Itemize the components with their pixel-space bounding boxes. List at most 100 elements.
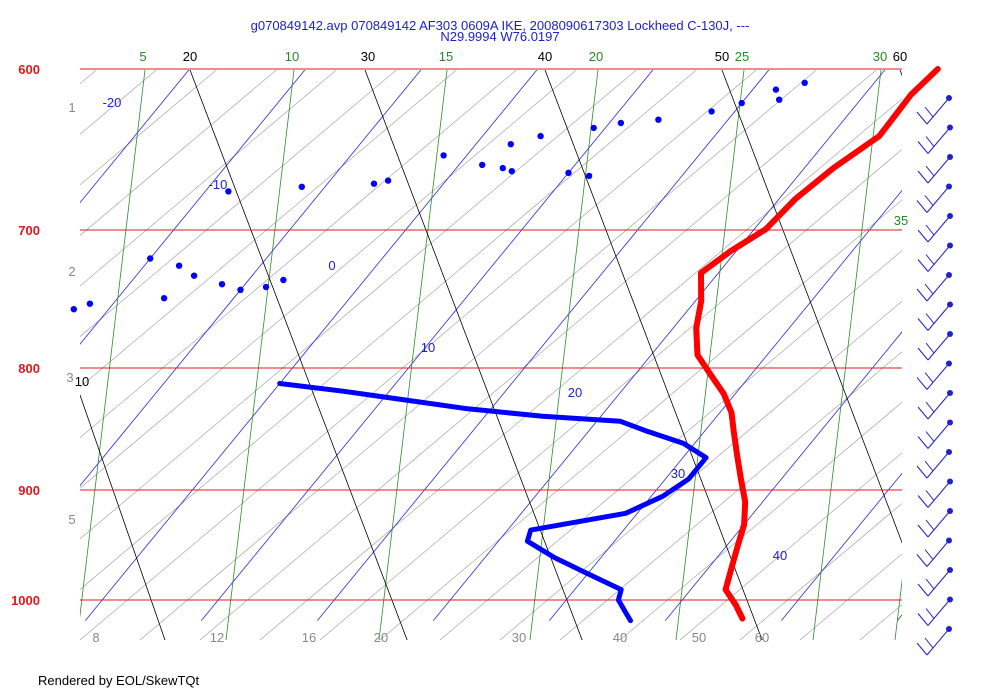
wind-barb-flag [925,578,935,590]
wind-barbs [916,95,953,656]
isotherm-line [781,472,902,621]
gray-guide-line [259,98,902,640]
dewpoint-point [590,124,597,132]
wind-barb [916,360,952,390]
dewpoint-point [86,300,94,307]
pressure-label: 800 [18,361,40,376]
gray-guide-line [80,70,97,85]
dewpoint-point [507,141,514,148]
isotherm-label: 30 [671,466,685,481]
dewpoint-point [190,272,198,279]
wind-barb [917,596,953,626]
pressure-label: 1000 [11,593,40,608]
dewpoint-point [298,183,305,190]
dry-adiabat-line [80,394,166,640]
wind-barb-flag [916,111,928,125]
wind-barb-flag [925,136,935,147]
gray-guide-line [80,70,217,186]
dry-adiabat-line [721,70,902,544]
wind-barb-flag [925,490,935,501]
gray-guide-line [80,70,757,640]
wind-barb-staff [927,569,951,597]
wind-barb-flag [925,254,935,265]
mixing-ratio-label: 25 [735,49,749,64]
gray-guide-line [379,199,902,640]
dry-adiabat-line [899,70,902,77]
isotherm-line [80,70,422,487]
pressure-label: 600 [18,62,40,77]
mixing-ratio-line [378,70,448,640]
dewpoint-point [655,116,662,123]
wind-barb [917,567,953,597]
wind-barb-flag [917,406,929,420]
dewpoint-point [370,180,378,187]
wind-barb-staff [927,392,951,420]
isotherm-line [317,70,770,621]
wind-barb-flag [917,524,929,538]
dewpoint-point [237,286,244,293]
wind-barb-flag [916,288,928,302]
dewpoint-point [508,168,515,175]
gray-guide-line [319,149,902,640]
isotherm-label: -20 [103,95,122,110]
isotherm-line [549,189,902,621]
height-label: 5 [68,512,75,527]
mixing-ratio-line [225,70,295,640]
mixing-ratio-line [80,70,146,619]
wind-barb-flag [925,401,935,413]
gray-guide-line [0,50,60,640]
dry-adiabat-line [364,70,583,640]
isotherm-label: 0 [328,258,335,273]
isotherm-label: 10 [421,340,435,355]
wind-barb-staff [927,481,951,508]
dry-adiabat-line [544,70,763,640]
dewpoint-point [738,99,745,107]
bottom-temp-label: 50 [692,630,706,645]
gray-guide-line [80,70,517,439]
wind-barb-flag [925,431,935,442]
footer-credit: Rendered by EOL/SkewTQt [38,673,200,688]
wind-barb-staff [927,156,951,184]
wind-barb-flag [924,549,934,560]
isotherm-line [80,70,190,204]
gray-adiabat-grid [0,50,902,640]
isotherm-line [80,70,306,345]
mixing-ratio-label: 35 [894,213,908,228]
bottom-temp-label: 30 [512,630,526,645]
isotherm-label: -10 [209,177,228,192]
isotherm-label: 40 [773,548,787,563]
gray-guide-line [80,70,157,135]
wind-barb-flag [924,106,934,118]
gray-guide-line [80,70,457,388]
sounding-series [70,66,941,624]
dry-adiabat-label: 10 [75,374,89,389]
wind-barb-staff [926,186,950,213]
dewpoint-point [776,96,783,103]
wind-barb-staff [927,245,951,272]
gray-guide-line [499,300,902,640]
wind-barb-staff [926,451,950,479]
wind-barb-flag [925,165,935,177]
pressure-label: 700 [18,223,40,238]
dry-adiabat-label: 30 [361,49,375,64]
wind-barb-flag [916,377,928,390]
wind-barb [917,213,953,243]
wind-barb-flag [916,554,928,567]
dewpoint-point [617,119,625,127]
dewpoint-point [537,132,544,140]
wind-barb [916,626,952,656]
chart-title-line1: g070849142.avp 070849142 AF303 0609A IKE… [250,18,750,33]
wind-barb-flag [925,342,935,354]
bottom-temp-label: 16 [302,630,316,645]
wind-barb-staff [927,215,951,243]
mixing-ratio-line [529,70,599,640]
wind-barb [916,272,952,302]
dry-adiabat-label: 50 [715,49,729,64]
mixing-ratio-grid [80,70,902,640]
pressure-label: 900 [18,483,40,498]
dewpoint-point [708,108,715,115]
gray-guide-line [80,70,337,287]
bottom-temp-label: 12 [210,630,224,645]
gray-guide-line [80,70,397,337]
